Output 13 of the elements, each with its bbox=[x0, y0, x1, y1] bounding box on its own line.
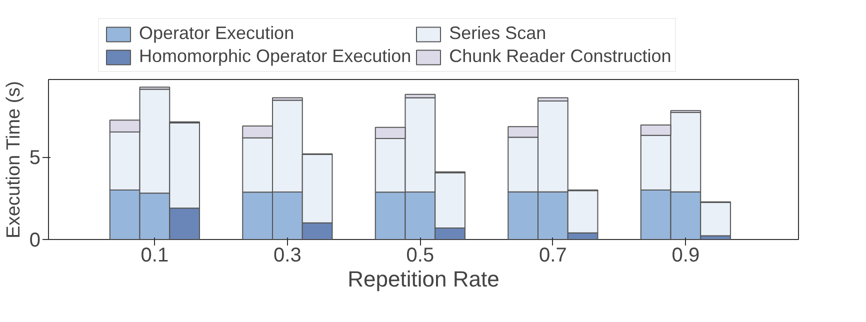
x-tick-label: 0.9 bbox=[672, 244, 700, 266]
legend-label: Chunk Reader Construction bbox=[449, 46, 672, 67]
legend-label: Operator Execution bbox=[139, 23, 294, 44]
x-axis-title: Repetition Rate bbox=[348, 266, 500, 292]
x-tick-label: 0.3 bbox=[274, 244, 302, 266]
y-tick-label: 0 bbox=[29, 230, 40, 252]
legend-label: Homomorphic Operator Execution bbox=[139, 46, 412, 67]
x-tick-label: 0.1 bbox=[140, 244, 169, 266]
y-axis-title: Execution Time (s) bbox=[3, 81, 24, 238]
x-tick-label: 0.5 bbox=[406, 244, 434, 266]
y-tick-label: 5 bbox=[29, 147, 40, 170]
legend-label: Series Scan bbox=[449, 23, 546, 44]
x-tick-label: 0.7 bbox=[539, 244, 567, 266]
